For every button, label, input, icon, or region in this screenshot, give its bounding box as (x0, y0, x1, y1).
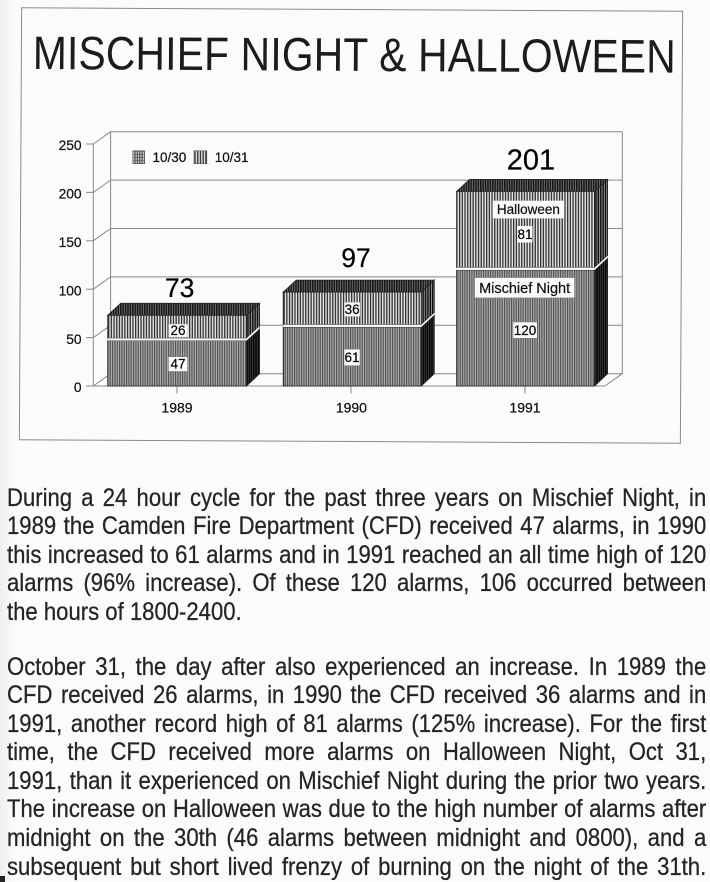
svg-text:100: 100 (59, 283, 82, 298)
svg-text:201: 201 (507, 145, 555, 177)
svg-text:50: 50 (66, 332, 82, 347)
svg-text:10/31: 10/31 (215, 150, 249, 165)
svg-text:26: 26 (170, 323, 185, 338)
svg-text:1989: 1989 (161, 400, 192, 416)
svg-text:Mischief Night: Mischief Night (479, 281, 570, 297)
svg-text:150: 150 (59, 235, 82, 250)
svg-text:36: 36 (345, 302, 360, 317)
svg-text:120: 120 (514, 323, 537, 338)
svg-text:250: 250 (59, 138, 82, 153)
svg-text:Halloween: Halloween (497, 202, 560, 217)
svg-text:1991: 1991 (509, 400, 540, 416)
svg-text:81: 81 (517, 227, 532, 242)
svg-text:73: 73 (165, 273, 194, 303)
svg-text:61: 61 (344, 350, 359, 365)
svg-text:0: 0 (74, 380, 82, 395)
svg-text:47: 47 (170, 357, 185, 372)
svg-text:97: 97 (341, 243, 370, 273)
svg-text:200: 200 (59, 187, 82, 202)
svg-text:10/30: 10/30 (153, 150, 187, 165)
svg-text:1990: 1990 (336, 400, 367, 416)
